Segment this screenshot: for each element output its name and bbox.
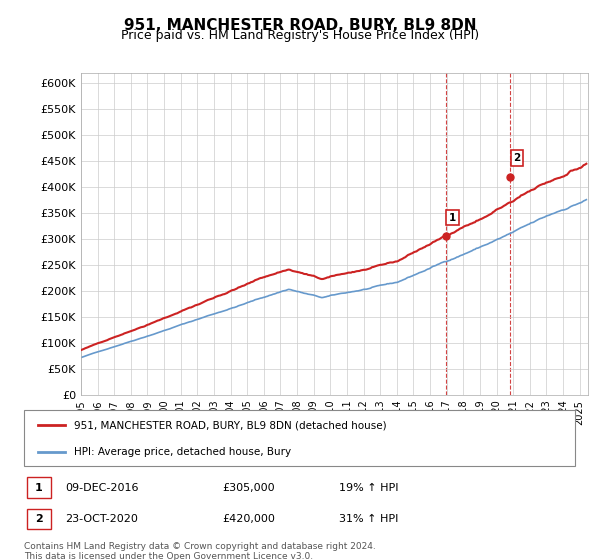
Point [441,232,451,241]
Text: 09-DEC-2016: 09-DEC-2016 [65,483,139,493]
Text: Price paid vs. HM Land Registry's House Price Index (HPI): Price paid vs. HM Land Registry's House … [121,29,479,42]
Text: 951, MANCHESTER ROAD, BURY, BL9 8DN: 951, MANCHESTER ROAD, BURY, BL9 8DN [124,18,476,33]
FancyBboxPatch shape [24,410,575,466]
Text: 31% ↑ HPI: 31% ↑ HPI [338,514,398,524]
Text: 19% ↑ HPI: 19% ↑ HPI [338,483,398,493]
FancyBboxPatch shape [27,509,51,529]
Point [505,172,515,181]
Text: £305,000: £305,000 [223,483,275,493]
Text: Contains HM Land Registry data © Crown copyright and database right 2024.
This d: Contains HM Land Registry data © Crown c… [24,542,376,560]
Text: 951, MANCHESTER ROAD, BURY, BL9 8DN (detached house): 951, MANCHESTER ROAD, BURY, BL9 8DN (det… [74,420,386,430]
Text: £420,000: £420,000 [223,514,275,524]
Text: 1: 1 [449,213,456,223]
Text: 2: 2 [35,514,43,524]
Text: 1: 1 [35,483,43,493]
Text: HPI: Average price, detached house, Bury: HPI: Average price, detached house, Bury [74,447,291,458]
Text: 2: 2 [514,153,521,163]
FancyBboxPatch shape [27,477,51,498]
Text: 23-OCT-2020: 23-OCT-2020 [65,514,138,524]
